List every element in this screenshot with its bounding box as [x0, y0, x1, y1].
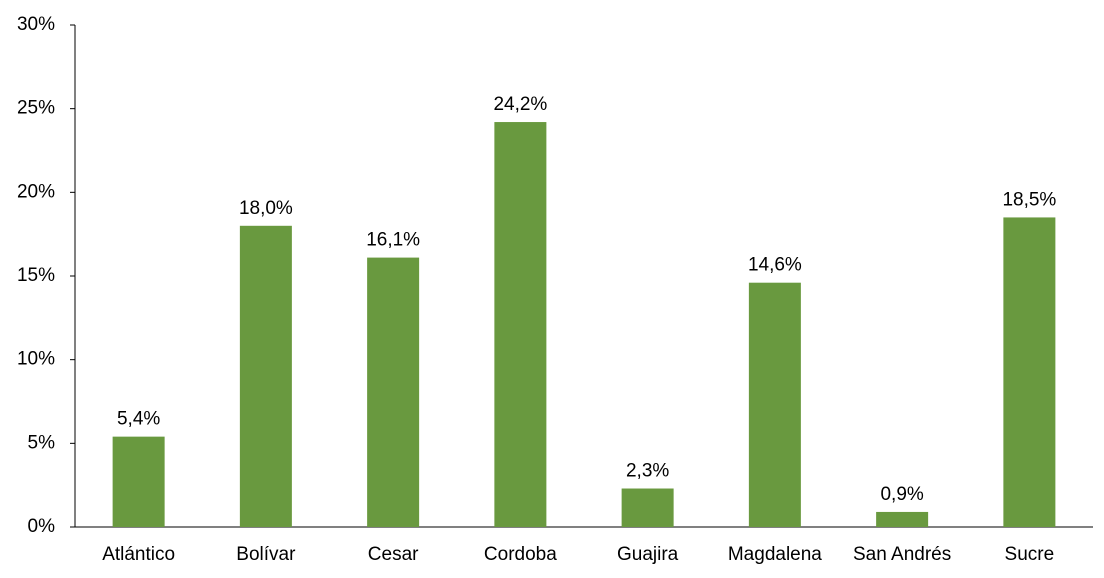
x-tick-label: Bolívar: [236, 544, 296, 565]
bar: [876, 511, 929, 527]
y-tick-label: 15%: [17, 265, 55, 286]
x-tick-label: Cesar: [368, 544, 419, 565]
y-tick-label: 5%: [28, 432, 56, 453]
data-label: 18,5%: [1002, 189, 1056, 210]
data-label: 24,2%: [493, 94, 547, 115]
data-label: 16,1%: [366, 230, 420, 251]
data-label: 5,4%: [117, 409, 160, 430]
bar: [748, 282, 801, 527]
data-label: 2,3%: [626, 461, 669, 482]
data-label: 18,0%: [239, 198, 293, 219]
x-tick-label: San Andrés: [853, 544, 951, 565]
x-tick-label: Guajira: [617, 544, 679, 565]
x-tick-label: Sucre: [1005, 544, 1055, 565]
y-tick-label: 30%: [17, 14, 55, 35]
x-tick-label: Atlántico: [102, 544, 175, 565]
bar: [494, 122, 547, 527]
y-tick-label: 25%: [17, 98, 55, 119]
bar: [367, 257, 420, 527]
bar: [1003, 217, 1056, 527]
y-tick-label: 0%: [28, 516, 56, 537]
bar: [112, 436, 165, 527]
y-tick-label: 20%: [17, 181, 55, 202]
data-label: 0,9%: [880, 484, 923, 505]
bar: [239, 225, 292, 528]
y-tick-label: 10%: [17, 349, 55, 370]
x-tick-label: Magdalena: [728, 544, 822, 565]
data-label: 14,6%: [748, 255, 802, 276]
x-tick-label: Cordoba: [484, 544, 557, 565]
bar: [621, 488, 674, 527]
